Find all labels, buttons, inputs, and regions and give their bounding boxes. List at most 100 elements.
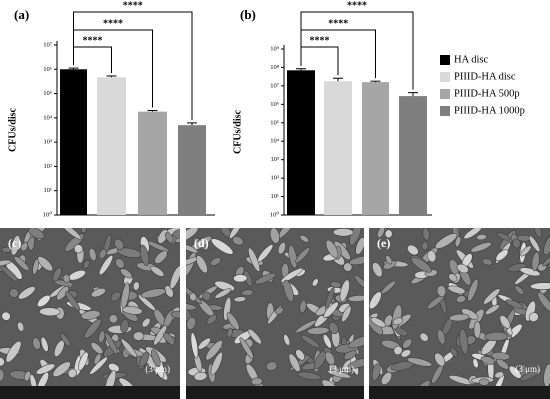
bacterium (120, 338, 138, 358)
legend-label: PIIID-HA disc (454, 71, 516, 82)
y-tick-label: 10⁹ (270, 45, 280, 52)
bacterium (528, 312, 539, 323)
legend-swatch (440, 89, 450, 99)
bacterium (537, 292, 550, 312)
bacterium (455, 295, 467, 303)
bacterium (110, 291, 121, 302)
bacterium (283, 279, 294, 302)
significance-label: **** (328, 18, 348, 29)
bacterium (186, 228, 199, 243)
bacterium (32, 337, 41, 350)
bacterium (80, 310, 101, 320)
bar (60, 69, 87, 216)
bacterium (121, 306, 143, 315)
y-tick-label: 10¹ (44, 187, 53, 194)
bacterium (80, 228, 87, 234)
bacterium (322, 334, 332, 349)
bacterium (295, 247, 310, 264)
bacterium (300, 334, 321, 349)
bacterium (195, 255, 208, 274)
bacterium (90, 288, 106, 298)
bacterium (1, 311, 11, 321)
legend-swatch (440, 72, 450, 82)
bacterium (484, 331, 509, 342)
bacterium (93, 353, 102, 365)
bacterium (17, 321, 25, 332)
bacterium (229, 228, 243, 239)
bacterium (250, 377, 263, 386)
bacterium (247, 328, 262, 345)
bacterium (139, 244, 150, 266)
bar (138, 111, 167, 215)
bacterium (343, 350, 357, 360)
bacterium (233, 296, 247, 303)
y-tick-label: 10² (271, 175, 280, 182)
bacterium (473, 320, 481, 339)
bacterium (407, 244, 419, 256)
bacterium (530, 282, 550, 290)
bacterium (406, 357, 433, 367)
bar (324, 81, 352, 215)
bacterium (533, 228, 542, 238)
info-bar (0, 386, 180, 399)
bacterium (369, 291, 382, 310)
bacterium (347, 357, 364, 369)
bacterium (348, 335, 364, 349)
bacterium (197, 337, 211, 350)
bacterium (295, 349, 305, 361)
bacterium (214, 288, 232, 299)
bacterium (254, 272, 277, 285)
bacterium (67, 368, 77, 378)
bacterium (32, 258, 39, 275)
bacterium (210, 257, 222, 266)
bacterium (154, 250, 168, 264)
y-axis-label: CFUs/disc (232, 110, 243, 154)
panel-label: (d) (194, 236, 209, 250)
bacterium (449, 347, 458, 358)
legend-swatch (440, 55, 450, 65)
bacterium (226, 312, 240, 331)
significance-label: **** (347, 0, 367, 11)
micrograph-texture (369, 228, 550, 399)
bacterium (295, 320, 317, 333)
y-tick-label: 10⁶ (43, 66, 52, 73)
bacterium (297, 371, 322, 381)
bacterium (422, 228, 430, 241)
bacterium (60, 333, 71, 347)
bacterium (467, 278, 479, 302)
bacterium (329, 281, 342, 288)
bacterium (39, 307, 61, 317)
micrograph-texture (186, 228, 364, 399)
bacterium (496, 232, 511, 241)
bacterium (371, 363, 381, 381)
micrograph-texture (0, 228, 180, 399)
scale-label: (3 μm) (145, 364, 170, 374)
significance-label: **** (103, 18, 123, 29)
bacterium (84, 318, 102, 339)
bar (97, 77, 126, 215)
bacterium (283, 334, 291, 346)
bacterium (472, 358, 479, 369)
bacterium (65, 291, 81, 312)
bacterium (288, 353, 301, 372)
bacterium (470, 242, 492, 253)
bacterium (280, 267, 303, 283)
scale-label: (3 μm) (515, 364, 540, 374)
bacterium (153, 324, 168, 346)
bacterium (132, 281, 140, 291)
micrograph: (e) (3 μm) (369, 228, 550, 399)
significance-bracket (73, 11, 193, 120)
bacterium (0, 259, 12, 267)
bacterium (139, 351, 150, 367)
bacterium (28, 228, 45, 240)
bacterium (90, 342, 104, 355)
bacterium (99, 255, 114, 276)
bacterium (454, 236, 462, 248)
bacterium (52, 267, 62, 282)
bacterium (169, 265, 180, 290)
bacterium (372, 262, 383, 278)
bacterium (186, 303, 197, 311)
y-tick-label: 10⁵ (270, 119, 279, 126)
bacterium (248, 247, 261, 272)
